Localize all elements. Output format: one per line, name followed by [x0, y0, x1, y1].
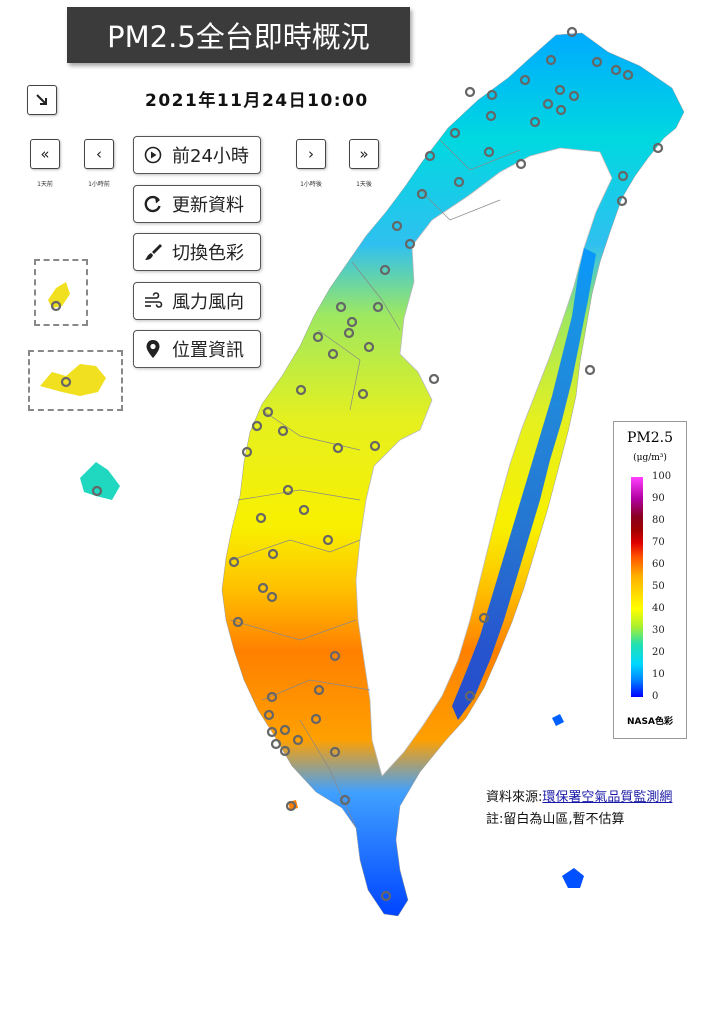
map-pin-icon	[140, 339, 166, 359]
day-back-button[interactable]: «	[30, 139, 60, 169]
matsu-inset	[34, 259, 88, 326]
legend-tick: 100	[652, 471, 672, 482]
legend-tick: 90	[652, 493, 665, 504]
legend-tick: 80	[652, 515, 665, 526]
past-24h-label: 前24小時	[172, 146, 249, 167]
map-note: 註:留白為山區,暫不估算	[486, 812, 625, 827]
legend-tick: 30	[652, 625, 665, 636]
kinmen-island	[40, 364, 106, 396]
legend-title: PM2.5	[626, 430, 674, 446]
legend-name: NASA色彩	[627, 717, 673, 727]
paintbrush-icon	[140, 242, 166, 262]
location-label: 位置資訊	[172, 340, 244, 361]
legend-tick: 70	[652, 537, 665, 548]
day-forward-button[interactable]: »	[349, 139, 379, 169]
legend-tick: 10	[652, 669, 665, 680]
hour-back-button[interactable]: ‹	[84, 139, 114, 169]
monitoring-stations	[50, 26, 664, 902]
wind-button[interactable]: 風力風向	[133, 282, 261, 320]
double-chevron-left-icon: «	[40, 145, 50, 163]
matsu-islands	[48, 282, 70, 308]
chevron-left-icon: ‹	[96, 145, 102, 163]
switch-color-button[interactable]: 切換色彩	[133, 233, 261, 271]
location-button[interactable]: 位置資訊	[133, 330, 261, 368]
legend-unit: (μg/m³)	[633, 453, 667, 463]
page-title: PM2.5全台即時概況	[67, 7, 410, 63]
refresh-icon	[140, 194, 166, 214]
timestamp: 2021年11月24日10:00	[145, 91, 369, 111]
lanyu-island	[562, 868, 584, 888]
source-link[interactable]: 環保署空氣品質監測網	[542, 790, 673, 805]
play-circle-icon	[140, 146, 166, 164]
day-forward-label: 1天後	[356, 181, 372, 188]
hour-back-label: 1小時前	[88, 181, 110, 188]
legend-tick: 40	[652, 603, 665, 614]
pm25-legend: PM2.5 (μg/m³) 100 90 80 70 60 50 40 30 2…	[613, 421, 687, 739]
legend-tick: 50	[652, 581, 665, 592]
kinmen-inset	[28, 350, 123, 411]
arrow-down-right-icon	[36, 94, 47, 105]
double-chevron-right-icon: »	[359, 145, 369, 163]
county-borders	[229, 139, 521, 829]
wind-label: 風力風向	[172, 292, 244, 313]
data-source: 資料來源:環保署空氣品質監測網	[486, 786, 672, 805]
east-coast	[452, 248, 596, 720]
legend-tick: 60	[652, 559, 665, 570]
refresh-button[interactable]: 更新資料	[133, 185, 261, 223]
hour-forward-label: 1小時後	[300, 181, 322, 188]
collapse-button[interactable]	[27, 85, 57, 115]
wind-icon	[140, 292, 166, 310]
chevron-right-icon: ›	[308, 145, 314, 163]
legend-color-bar	[631, 477, 643, 697]
hour-forward-button[interactable]: ›	[296, 139, 326, 169]
penghu-islands	[80, 462, 120, 500]
day-back-label: 1天前	[37, 181, 53, 188]
switch-color-label: 切換色彩	[172, 243, 244, 264]
source-prefix: 資料來源:	[486, 790, 543, 805]
legend-tick: 0	[652, 691, 659, 702]
refresh-label: 更新資料	[172, 195, 244, 216]
central-mountain-blank	[355, 147, 613, 777]
legend-tick: 20	[652, 647, 665, 658]
past-24h-button[interactable]: 前24小時	[133, 136, 261, 174]
green-island	[552, 714, 564, 726]
